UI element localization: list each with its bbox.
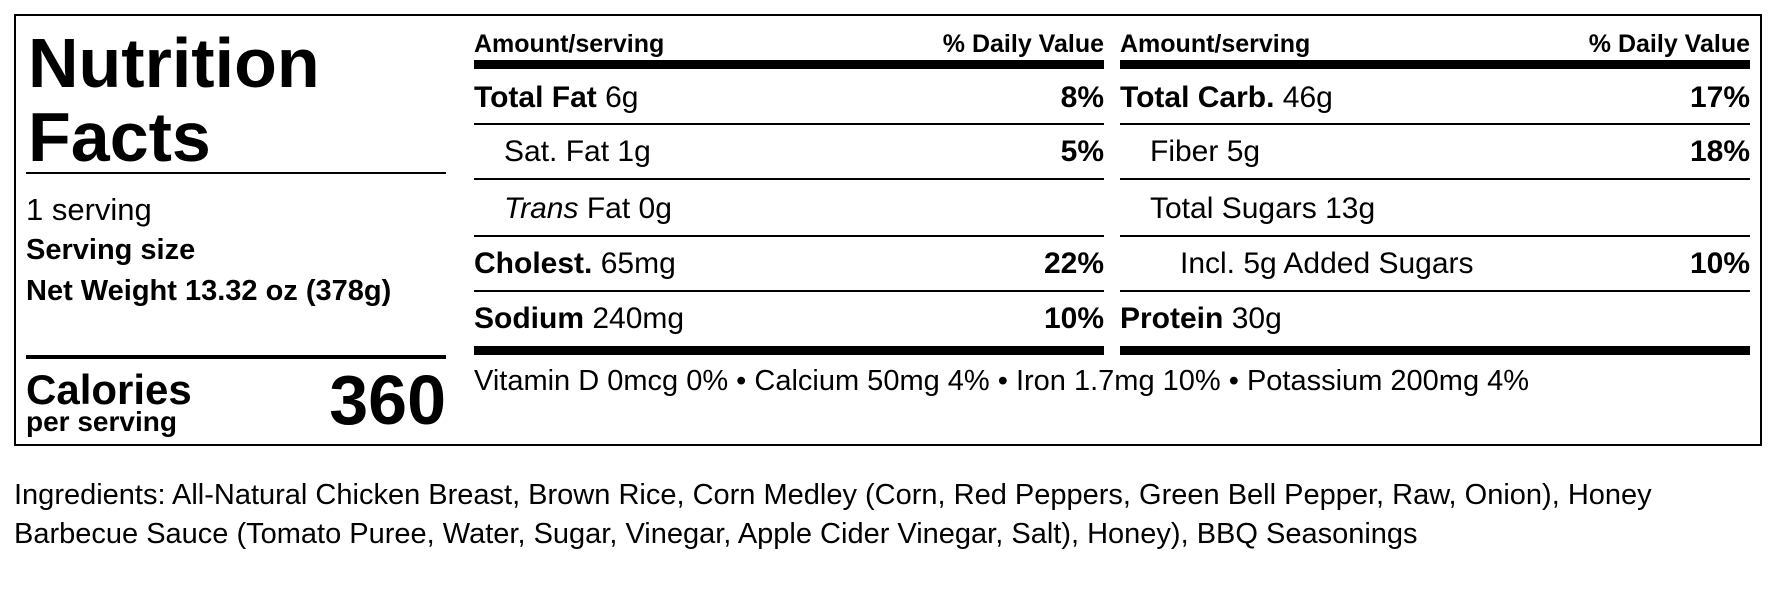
title: Nutrition Facts <box>28 24 320 176</box>
rule <box>26 355 446 359</box>
thick-rule <box>474 346 1104 355</box>
nutrient: Incl. 5g Added Sugars <box>1180 247 1474 281</box>
nutrient-name: Total Sugars <box>1150 192 1317 225</box>
nutrient-amount: 6g <box>605 81 639 114</box>
rule <box>26 172 446 174</box>
row-rule <box>474 123 1104 125</box>
nutrient-name: Total Fat <box>474 81 597 114</box>
nutrition-label: Nutrition Facts 1 serving Serving size N… <box>14 14 1762 446</box>
nutrient: Sat. Fat 1g <box>504 135 651 169</box>
nutrient-name: Fat <box>586 192 631 225</box>
vitamins: Vitamin D 0mcg 0% • Calcium 50mg 4% • Ir… <box>474 365 1530 397</box>
nutrient-amount: 46g <box>1282 81 1333 114</box>
nutrient-amount: 0g <box>638 192 672 225</box>
daily-value: 8% <box>1060 81 1104 114</box>
calories-value: 360 <box>329 361 446 439</box>
nutrient-name: Fiber <box>1150 135 1219 168</box>
nutrient-row: Total Sugars 13g <box>1150 189 1750 229</box>
nutrient-row: Protein 30g <box>1120 299 1750 339</box>
amount-header: Amount/serving <box>1120 29 1311 58</box>
nutrient: Fiber 5g <box>1150 135 1260 169</box>
row-rule <box>1120 123 1750 125</box>
nutrient: Total Carb. 46g <box>1120 81 1333 115</box>
nutrient-name: Sodium <box>474 302 584 335</box>
nutrient-amount: 13g <box>1325 192 1376 225</box>
nutrient-name: Total Carb. <box>1120 81 1275 114</box>
row-rule <box>1120 290 1750 292</box>
column-header: Amount/serving % Daily Value <box>474 26 1104 62</box>
nutrient-amount: 65mg <box>600 247 676 280</box>
daily-value: 5% <box>1060 135 1104 168</box>
dv-header: % Daily Value <box>942 29 1104 58</box>
nutrient-row: Total Fat 6g 8% <box>474 78 1104 118</box>
nutrient: Trans Fat 0g <box>504 192 672 226</box>
nutrient-row: Total Carb. 46g 17% <box>1120 78 1750 118</box>
nutrient-name: Sat. Fat <box>504 135 610 168</box>
row-rule <box>1120 235 1750 237</box>
daily-value: 18% <box>1689 135 1750 168</box>
daily-value: 22% <box>1043 247 1104 280</box>
nutrient-row: Sodium 240mg 10% <box>474 299 1104 339</box>
nutrient-amount: 5g <box>1226 135 1261 168</box>
nutrient-amount: 240mg <box>592 302 685 335</box>
nutrient: Sodium 240mg <box>474 302 684 336</box>
daily-value: 10% <box>1043 302 1104 335</box>
dv-header: % Daily Value <box>1588 29 1750 58</box>
daily-value: 10% <box>1689 247 1750 280</box>
servings: 1 serving <box>26 192 152 227</box>
thick-rule <box>1120 346 1750 355</box>
row-rule <box>474 235 1104 237</box>
nutrient-row: Trans Fat 0g <box>504 189 1104 229</box>
calories-label: Calories <box>26 366 192 413</box>
nutrient-italic: Trans <box>504 192 579 225</box>
row-rule <box>474 290 1104 292</box>
ingredients: Ingredients: All-Natural Chicken Breast,… <box>14 479 1652 550</box>
daily-value: 17% <box>1689 81 1750 114</box>
nutrient-row: Sat. Fat 1g 5% <box>504 132 1104 172</box>
thick-rule <box>474 60 1104 69</box>
nutrient: Total Sugars 13g <box>1150 192 1375 226</box>
nutrient-name: Incl. 5g Added Sugars <box>1180 247 1474 280</box>
calories-sub: per serving <box>26 406 177 437</box>
nutrient: Protein 30g <box>1120 302 1282 336</box>
amount-header: Amount/serving <box>474 29 665 58</box>
serving-size-label: Serving size <box>26 234 196 266</box>
column-header: Amount/serving % Daily Value <box>1120 26 1750 62</box>
nutrient: Cholest. 65mg <box>474 247 676 281</box>
row-rule <box>1120 178 1750 180</box>
nutrient-row: Cholest. 65mg 22% <box>474 244 1104 284</box>
nutrient-row: Fiber 5g 18% <box>1150 132 1750 172</box>
nutrient: Total Fat 6g <box>474 81 639 115</box>
nutrient-amount: 30g <box>1231 302 1282 335</box>
nutrient-amount: 1g <box>617 135 651 168</box>
nutrient-name: Cholest. <box>474 247 593 280</box>
nutrient-row: Incl. 5g Added Sugars 10% <box>1180 244 1750 284</box>
serving-size: Net Weight 13.32 oz (378g) <box>26 275 392 307</box>
thick-rule <box>1120 60 1750 69</box>
nutrient-name: Protein <box>1120 302 1224 335</box>
row-rule <box>474 178 1104 180</box>
